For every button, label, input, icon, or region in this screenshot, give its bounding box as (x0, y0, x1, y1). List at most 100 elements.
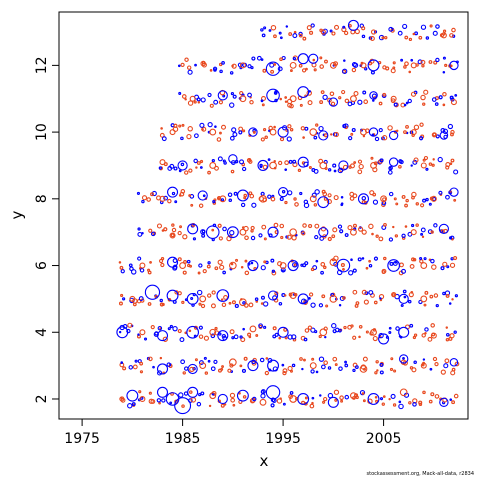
y-tick-label: 12 (34, 56, 50, 74)
positive-residual-bubble (288, 159, 293, 164)
negative-residual-bubble (350, 132, 354, 136)
positive-residual-bubble (446, 265, 450, 269)
positive-residual-bubble (137, 227, 141, 231)
negative-residual-bubble (178, 194, 182, 197)
positive-residual-bubble (390, 393, 396, 399)
negative-residual-bubble (279, 97, 283, 101)
negative-residual-bubble (382, 65, 387, 70)
positive-residual-bubble (222, 226, 227, 232)
positive-residual-bubble (260, 99, 264, 103)
positive-residual-bubble (180, 162, 185, 167)
negative-residual-bubble (129, 295, 136, 302)
negative-residual-bubble (302, 223, 307, 228)
positive-residual-bubble (388, 26, 394, 32)
positive-residual-bubble (177, 64, 181, 68)
positive-residual-bubble (221, 61, 225, 65)
negative-residual-bubble (209, 162, 217, 169)
negative-residual-bubble (263, 128, 267, 132)
positive-residual-bubble (338, 328, 342, 333)
x-axis: 1975 1985 1995 2005 (64, 419, 401, 447)
positive-residual-bubble (372, 99, 375, 102)
positive-residual-bubble (402, 289, 407, 294)
positive-residual-bubble (367, 393, 380, 405)
positive-residual-bubble (302, 263, 307, 268)
positive-residual-bubble (442, 56, 446, 60)
negative-residual-bubble (282, 368, 288, 374)
positive-residual-bubble (207, 92, 212, 98)
positive-residual-bubble (410, 164, 413, 167)
positive-residual-bubble (167, 166, 173, 171)
positive-residual-bubble (248, 127, 258, 137)
negative-residual-bubble (309, 362, 317, 370)
positive-residual-bubble (270, 258, 275, 263)
positive-residual-bubble (299, 191, 303, 196)
x-tick-label: 1985 (165, 431, 201, 447)
negative-residual-bubble (260, 137, 265, 142)
negative-residual-bubble (352, 335, 357, 340)
positive-residual-bubble (310, 327, 316, 333)
positive-residual-bubble (187, 223, 199, 235)
negative-residual-bubble (334, 363, 338, 367)
negative-residual-bubble (280, 235, 284, 240)
positive-residual-bubble (247, 360, 259, 372)
negative-residual-bubble (373, 161, 378, 166)
negative-residual-bubble (190, 203, 194, 207)
negative-residual-bubble (411, 195, 415, 200)
negative-residual-bubble (333, 195, 339, 201)
negative-residual-bubble (427, 336, 433, 342)
positive-residual-bubble (420, 24, 427, 30)
negative-residual-bubble (255, 334, 259, 337)
negative-residual-bubble (178, 124, 182, 128)
negative-residual-bubble (330, 133, 333, 136)
negative-residual-bubble (413, 333, 418, 337)
positive-residual-bubble (230, 91, 235, 96)
negative-residual-bubble (239, 95, 247, 103)
positive-residual-bubble (454, 294, 458, 298)
positive-residual-bubble (289, 391, 294, 395)
negative-residual-bubble (229, 329, 235, 335)
negative-residual-bubble (217, 223, 222, 228)
negative-residual-bubble (209, 328, 217, 336)
negative-residual-bubble (259, 398, 267, 406)
negative-residual-bubble (374, 395, 378, 399)
negative-residual-bubble (219, 62, 223, 67)
negative-residual-bubble (323, 360, 328, 366)
positive-residual-bubble (387, 170, 393, 175)
negative-residual-bubble (184, 57, 189, 62)
negative-residual-bubble (390, 68, 396, 74)
negative-residual-bubble (122, 366, 127, 371)
negative-residual-bubble (309, 30, 314, 35)
negative-residual-bubble (284, 160, 289, 166)
negative-residual-bubble (413, 124, 420, 130)
negative-residual-bubble (270, 69, 275, 74)
negative-residual-bubble (284, 100, 288, 103)
positive-residual-bubble (257, 159, 269, 171)
negative-residual-bubble (209, 103, 214, 108)
negative-residual-bubble (341, 26, 347, 33)
positive-residual-bubble (405, 101, 409, 105)
negative-residual-bubble (300, 126, 305, 131)
positive-residual-bubble (198, 392, 202, 397)
negative-residual-bubble (159, 132, 165, 138)
positive-residual-bubble (190, 296, 194, 300)
positive-residual-bubble (159, 298, 163, 303)
positive-residual-bubble (311, 396, 315, 400)
negative-residual-bubble (311, 357, 315, 361)
positive-residual-bubble (401, 268, 406, 274)
negative-residual-bubble (203, 335, 210, 341)
negative-residual-bubble (148, 228, 153, 233)
negative-residual-bubble (350, 324, 354, 328)
positive-residual-bubble (352, 368, 356, 373)
negative-residual-bubble (332, 227, 338, 233)
negative-residual-bubble (231, 64, 234, 68)
negative-residual-bubble (199, 159, 204, 164)
negative-residual-bubble (118, 261, 122, 264)
negative-residual-bubble (284, 200, 288, 205)
negative-residual-bubble (279, 223, 285, 229)
negative-residual-bubble (217, 368, 222, 373)
negative-residual-bubble (378, 101, 383, 106)
negative-residual-bubble (391, 293, 396, 297)
positive-residual-bubble (178, 91, 182, 95)
negative-residual-bubble (395, 202, 399, 206)
negative-residual-bubble (370, 29, 377, 35)
